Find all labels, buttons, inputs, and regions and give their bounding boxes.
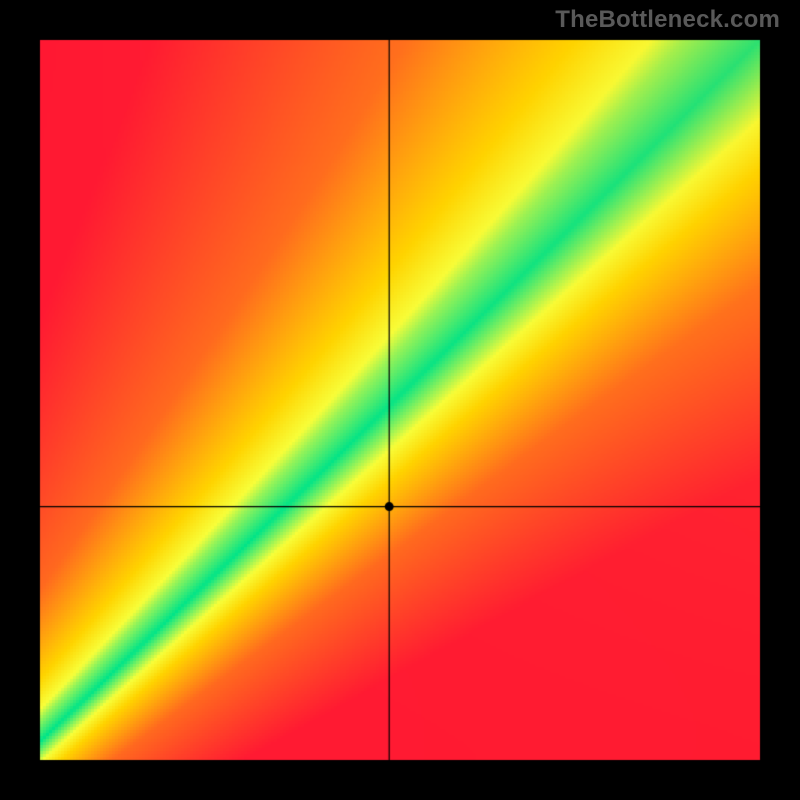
bottleneck-heatmap [0, 0, 800, 800]
watermark-text: TheBottleneck.com [555, 6, 780, 34]
